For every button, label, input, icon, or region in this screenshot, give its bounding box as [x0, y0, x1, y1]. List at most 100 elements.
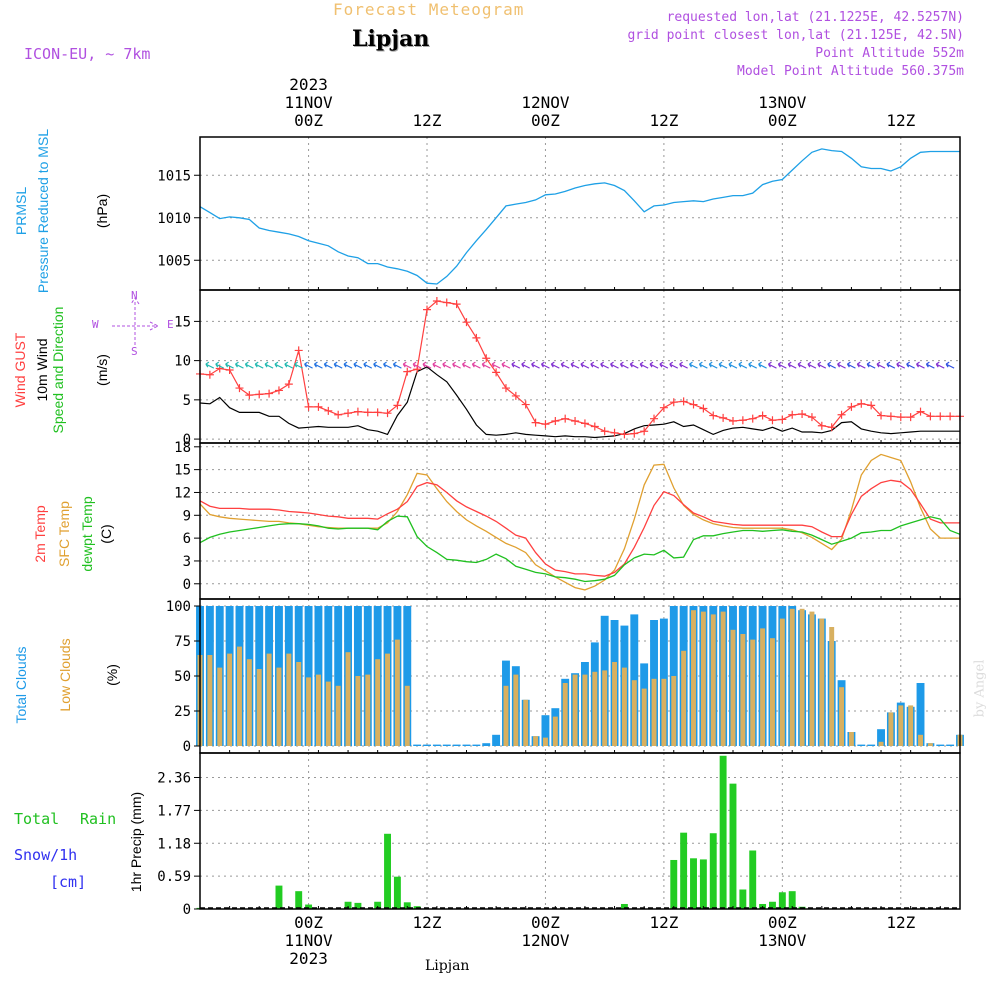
- wind-direction-arrow: [225, 361, 234, 369]
- low-cloud-bar: [533, 736, 539, 746]
- wind-gust-marker: [886, 412, 895, 421]
- wind-gust-marker: [353, 407, 362, 416]
- low-cloud-bar: [750, 639, 756, 746]
- wind-direction-arrow: [738, 361, 748, 369]
- rain-bar: [719, 755, 727, 909]
- wind-gust-marker: [225, 366, 234, 375]
- wind-direction-arrow: [471, 361, 481, 369]
- wind-direction-arrow: [797, 361, 807, 369]
- time-axis-label: 12Z: [649, 913, 679, 932]
- wind-gust-marker: [482, 354, 491, 363]
- wind-gust-marker: [699, 404, 708, 413]
- wind-direction-arrow: [392, 361, 402, 369]
- wind-direction-arrow: [827, 361, 836, 369]
- wind-gust-marker: [324, 406, 333, 415]
- low-cloud-bar: [335, 685, 341, 746]
- panel-frame: [199, 136, 961, 291]
- total-cloud-bar: [541, 715, 550, 746]
- wind-direction-arrow: [323, 361, 333, 369]
- wind-gust-marker: [936, 412, 945, 421]
- low-cloud-bar: [227, 653, 233, 746]
- wind-gust-marker: [472, 333, 481, 342]
- wind-direction-arrow: [373, 361, 382, 369]
- y-tick-label: 25: [174, 704, 191, 720]
- wind-direction-arrow: [629, 361, 639, 369]
- wind-direction-arrow: [925, 361, 935, 369]
- wind-gust-marker: [442, 298, 451, 307]
- wind-direction-arrow: [284, 361, 294, 369]
- wind-direction-arrow: [886, 361, 896, 369]
- wind-direction-arrow: [837, 361, 846, 369]
- wind-gust-marker: [778, 415, 787, 424]
- wind-direction-arrow: [856, 361, 866, 369]
- clouds-panel: [196, 606, 964, 746]
- wind-gust-line: [199, 300, 960, 436]
- low-cloud-bar: [503, 685, 509, 746]
- y-tick-label: 15: [174, 463, 191, 479]
- compass-w-label: W: [92, 318, 99, 331]
- wind-gust-marker: [719, 413, 728, 422]
- total-cloud-bar: [334, 606, 343, 746]
- rain-bar: [739, 889, 747, 909]
- low-cloud-bar: [700, 611, 706, 746]
- wind-gust-marker: [383, 409, 392, 418]
- wind-gust-marker: [334, 410, 343, 419]
- low-cloud-bar: [829, 627, 835, 746]
- y-tick-label: 1.18: [157, 836, 191, 852]
- y-tick-label: 2.36: [157, 771, 191, 787]
- wind-direction-arrow: [521, 361, 530, 369]
- pressure-line: [199, 148, 960, 285]
- wind-direction-arrow: [659, 361, 669, 369]
- rain-bar: [749, 850, 757, 909]
- rain-bar: [295, 891, 303, 909]
- wind-gust-marker: [798, 409, 807, 418]
- wind-gust-marker: [541, 420, 550, 429]
- time-axis-label: 12NOV: [521, 931, 570, 950]
- wind-direction-arrow: [353, 361, 363, 369]
- time-axis-label: 13NOV: [758, 93, 807, 112]
- low-cloud-bar: [217, 667, 223, 746]
- wind-gust-marker: [245, 391, 254, 400]
- wind-panel: [196, 296, 964, 439]
- rain-bar: [778, 892, 786, 909]
- wind-direction-arrow: [580, 361, 590, 369]
- rain-bar: [344, 901, 352, 909]
- time-axis-label: 00Z: [531, 111, 560, 130]
- low-cloud-bar: [276, 667, 282, 746]
- total-cloud-bar: [472, 744, 481, 746]
- compass-e-label: E: [167, 318, 174, 331]
- wind-gust-marker: [748, 414, 757, 423]
- low-cloud-bar: [345, 652, 351, 746]
- wind-gust-marker: [432, 296, 441, 305]
- low-cloud-bar: [641, 688, 647, 746]
- rain-bar: [354, 902, 362, 909]
- wind-direction-arrow: [698, 361, 708, 369]
- wind-gust-marker: [669, 398, 678, 407]
- panel-frame: [199, 289, 961, 444]
- time-axis-label: 2023: [289, 75, 328, 94]
- low-cloud-bar: [671, 676, 677, 746]
- low-cloud-bar: [710, 614, 716, 746]
- y-tick-label: 10: [174, 354, 191, 370]
- wind-direction-arrow: [264, 361, 274, 369]
- low-cloud-bar: [621, 667, 627, 746]
- wind-gust-marker: [640, 427, 649, 436]
- low-cloud-bar: [740, 634, 746, 746]
- wind-direction-arrow: [402, 361, 412, 369]
- wind-gust-marker: [304, 402, 313, 411]
- total-cloud-bar: [492, 734, 501, 746]
- low-cloud-bar: [651, 678, 657, 746]
- y-tick-label: 1.77: [157, 803, 191, 819]
- low-cloud-bar: [730, 629, 736, 746]
- grid-point-coords: grid point closest lon,lat (21.125E, 42.…: [627, 28, 964, 43]
- total-cloud-bar: [867, 744, 876, 746]
- wind-speed-line: [199, 366, 960, 439]
- wind-gust-marker: [521, 400, 530, 409]
- total-cloud-bar: [946, 744, 955, 746]
- low-cloud-bar: [878, 741, 884, 746]
- y-tick-label: 1005: [157, 253, 191, 269]
- time-axis-label: 13NOV: [758, 931, 807, 950]
- wind-gust-marker: [817, 421, 826, 430]
- wind-gust-marker: [344, 409, 353, 418]
- low-cloud-bar: [542, 737, 548, 746]
